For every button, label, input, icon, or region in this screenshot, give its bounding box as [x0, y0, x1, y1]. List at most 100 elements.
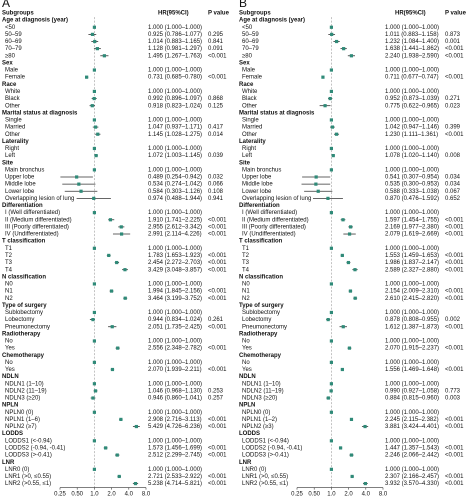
hr-point: [102, 54, 106, 58]
row-label: T2: [5, 253, 13, 259]
x-tick-label: 8.0: [379, 492, 388, 498]
group-header: Type of surgery: [2, 303, 47, 309]
hr-text: 0.992 (0.896–1.097): [148, 96, 202, 102]
hr-point: [340, 253, 344, 258]
hr-text: 1.000 (1.000–1.000): [148, 339, 202, 345]
group-header: Race: [239, 82, 254, 88]
hr-text: 1.000 (1.000–1.000): [385, 360, 439, 366]
row-label: No: [242, 360, 250, 366]
p-value: <0.001: [208, 224, 227, 230]
group-header: Laterality: [2, 139, 29, 145]
p-value: <0.001: [208, 453, 227, 459]
hr-text: 0.952 (0.873–1.039): [385, 96, 439, 102]
p-value: <0.001: [445, 253, 464, 259]
p-value: <0.001: [208, 75, 227, 81]
group-header: Site: [2, 160, 14, 166]
hr-point: [104, 446, 108, 450]
hr-text: 2.070 (1.915–2.237): [385, 346, 439, 352]
column-header: P value: [445, 11, 467, 17]
hr-point: [92, 310, 96, 315]
p-value: 0.066: [208, 182, 224, 188]
hr-text: 3.429 (3.048–3.857): [148, 267, 202, 273]
p-value: <0.001: [208, 53, 227, 59]
hr-text: 1.910 (1.741–2.225): [148, 217, 202, 223]
p-value: 0.261: [208, 317, 224, 323]
hr-point: [119, 417, 123, 422]
row-label: I (Well differentiated): [5, 210, 60, 216]
row-label: Upper lobe: [5, 175, 35, 181]
hr-text: 0.946 (0.860–1.041): [148, 396, 202, 402]
hr-text: 0.974 (0.488–1.944): [148, 196, 202, 202]
hr-point: [107, 253, 111, 258]
hr-text: 1.000 (1.000–1.000): [148, 246, 202, 252]
row-label: LNR0 (0): [242, 467, 266, 473]
hr-text: 1.000 (1.000–1.000): [385, 282, 439, 288]
row-label: Upper lobe: [242, 175, 272, 181]
x-tick-label: 4.0: [125, 492, 134, 498]
hr-point: [329, 382, 333, 386]
hr-point: [92, 282, 96, 286]
hr-point: [329, 146, 333, 151]
column-header: Subgroups: [2, 11, 34, 17]
group-header: N classification: [2, 274, 46, 280]
group-header: Site: [239, 160, 251, 166]
hr-text: 3.881 (3.424–4.401): [385, 424, 439, 430]
hr-text: 1.612 (1.387–1.873): [385, 324, 439, 330]
row-label: Middle lobe: [5, 182, 36, 188]
hr-text: 0.535 (0.300–0.953): [385, 182, 439, 188]
hr-text: 2.589 (2.327–2.880): [385, 267, 439, 273]
hr-point: [96, 132, 100, 136]
row-label: Female: [242, 75, 263, 81]
hr-text: 0.541 (0.307–0.954): [385, 175, 439, 181]
hr-text: 1.000 (1.000–1.000): [148, 360, 202, 366]
hr-point: [92, 410, 96, 414]
hr-point: [321, 75, 325, 79]
hr-text: 1.078 (1.020–1.140): [385, 153, 439, 159]
p-value: 0.091: [208, 46, 224, 52]
p-value: <0.001: [445, 481, 464, 487]
hr-text: 3.932 (3.570–4.330): [385, 481, 439, 487]
hr-text: 0.918 (0.823–1.024): [148, 103, 202, 109]
hr-point: [92, 339, 96, 343]
hr-text: 2.070 (1.939–2.211): [148, 367, 202, 373]
p-value: 0.032: [208, 175, 224, 181]
p-value: <0.001: [445, 289, 464, 295]
group-header: LODDS: [239, 431, 260, 437]
hr-point: [330, 32, 334, 36]
hr-text: 1.000 (1.000–1.000): [148, 210, 202, 216]
p-value: <0.001: [445, 324, 464, 330]
hr-point: [363, 481, 367, 486]
row-label: NPLN0 (0): [242, 410, 270, 416]
hr-point: [77, 182, 81, 186]
p-value: 0.003: [445, 396, 461, 402]
hr-point: [326, 396, 330, 400]
row-label: Pneumonectomy: [5, 324, 50, 330]
x-tick-label: 0.25: [54, 492, 66, 498]
hr-text: 1.230 (1.111–1.361): [385, 132, 438, 138]
x-tick-label: 8.0: [142, 492, 151, 498]
hr-text: 1.000 (1.000–1.000): [148, 410, 202, 416]
row-label: T3: [5, 260, 13, 266]
hr-point: [329, 439, 333, 443]
row-label: I (Well differentiated): [242, 210, 297, 216]
hr-text: 1.783 (1.653–1.923): [148, 253, 202, 259]
p-value: 0.652: [445, 196, 461, 202]
hr-text: 0.711 (0.677–0.747): [385, 75, 439, 81]
group-header: Age at diagnosis (year): [239, 18, 305, 24]
group-header: Differentiation: [2, 203, 43, 209]
p-value: 0.399: [445, 125, 461, 131]
row-label: N0: [5, 282, 13, 288]
hr-point: [123, 268, 127, 272]
row-label: NPLN1 (1–6): [5, 417, 40, 423]
row-label: NPLN0 (0): [5, 410, 33, 416]
hr-point: [92, 118, 96, 122]
hr-point: [90, 104, 94, 108]
row-label: No: [5, 339, 13, 345]
hr-text: 1.447 (1.357–1.543): [385, 446, 439, 452]
hr-text: 1.232 (1.084–1.400): [385, 39, 439, 45]
hr-point: [347, 346, 352, 350]
hr-text: 1.556 (1.469–1.648): [385, 367, 439, 373]
row-label: 70–79: [5, 46, 22, 52]
